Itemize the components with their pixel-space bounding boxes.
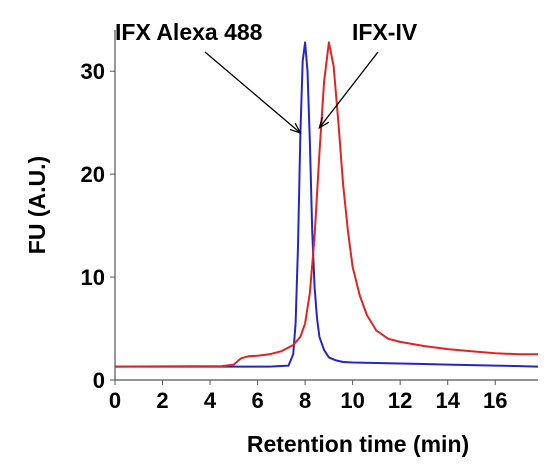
x-tick-label: 10 bbox=[340, 388, 364, 413]
chart-series-layer bbox=[114, 41, 539, 368]
x-tick-label: 16 bbox=[483, 388, 507, 413]
x-tick-label: 12 bbox=[388, 388, 412, 413]
x-tick-label: 4 bbox=[204, 388, 217, 413]
annotation-arrow-line bbox=[204, 51, 301, 134]
annotation-arrow-head bbox=[289, 122, 302, 135]
y-tick-label: 0 bbox=[93, 368, 105, 393]
annotation-label: IFX Alexa 488 bbox=[115, 19, 263, 45]
x-axis-title: Retention time (min) bbox=[247, 431, 469, 457]
x-tick-label: 0 bbox=[109, 388, 121, 413]
annotation-arrow-head bbox=[318, 117, 330, 130]
x-tick-label: 2 bbox=[156, 388, 168, 413]
y-axis-title: FU (A.U.) bbox=[24, 156, 50, 254]
chart-ticks: 0 2 4 6 8 10 12 14 16 0 10 20 30 bbox=[81, 59, 508, 413]
series-line-ifx-alexa-488 bbox=[115, 41, 539, 368]
series-line-ifx-iv bbox=[114, 41, 538, 368]
x-tick-label: 14 bbox=[435, 388, 460, 413]
annotation-label: IFX-IV bbox=[352, 19, 418, 45]
y-tick-label: 30 bbox=[81, 59, 105, 84]
chart-annotations: IFX Alexa 488 IFX-IV bbox=[115, 19, 418, 135]
y-tick-label: 10 bbox=[81, 265, 105, 290]
chart-axes bbox=[114, 30, 538, 381]
annotation-arrow-line bbox=[318, 51, 379, 129]
x-tick-label: 6 bbox=[251, 388, 263, 413]
y-tick-label: 20 bbox=[81, 162, 105, 187]
x-tick-label: 8 bbox=[299, 388, 311, 413]
